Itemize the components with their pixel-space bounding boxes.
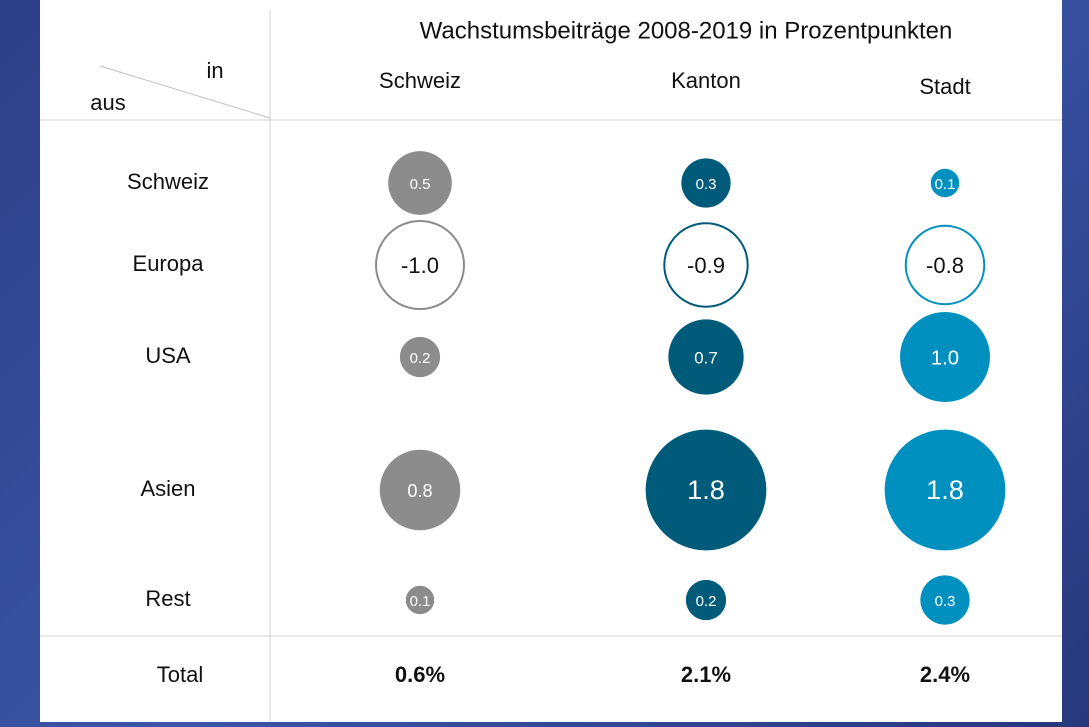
bubble-label: 1.8 bbox=[926, 474, 964, 505]
row-label: Schweiz bbox=[127, 169, 209, 194]
bubble-label: 0.1 bbox=[935, 176, 956, 193]
row-label: Asien bbox=[140, 476, 195, 501]
bubble bbox=[920, 575, 970, 625]
bubble-label: -0.8 bbox=[926, 253, 964, 278]
bubble bbox=[884, 429, 1006, 551]
bubble bbox=[930, 168, 960, 198]
row-label: Europa bbox=[133, 251, 205, 276]
column-label: Kanton bbox=[671, 68, 741, 93]
row-header-label: aus bbox=[90, 90, 125, 115]
total-value: 2.4% bbox=[920, 662, 970, 687]
bubble-label: 1.8 bbox=[687, 474, 725, 505]
bubble bbox=[668, 319, 744, 395]
row-label: USA bbox=[145, 343, 191, 368]
bubble bbox=[375, 220, 465, 310]
column-label: Schweiz bbox=[379, 68, 461, 93]
column-header-label: in bbox=[206, 58, 223, 83]
bubble-label: 0.8 bbox=[407, 481, 432, 501]
bubble bbox=[663, 222, 749, 308]
bubble bbox=[645, 429, 767, 551]
bubble bbox=[388, 151, 452, 215]
bubble bbox=[904, 224, 986, 306]
row-label: Rest bbox=[145, 586, 190, 611]
bubble-label: 0.2 bbox=[410, 350, 431, 367]
bubble bbox=[681, 158, 731, 208]
bubble-label: -0.9 bbox=[687, 253, 725, 278]
bubble-label: 0.7 bbox=[694, 348, 718, 367]
bubble-label: 1.0 bbox=[931, 347, 959, 369]
column-label: Stadt bbox=[919, 74, 970, 99]
bubble-label: 0.3 bbox=[935, 593, 956, 610]
total-value: 0.6% bbox=[395, 662, 445, 687]
total-value: 2.1% bbox=[681, 662, 731, 687]
bubble bbox=[379, 449, 461, 531]
bubble-label: 0.2 bbox=[696, 593, 717, 610]
total-label: Total bbox=[157, 662, 203, 687]
bubble bbox=[405, 585, 435, 615]
chart-title: Wachstumsbeiträge 2008-2019 in Prozentpu… bbox=[420, 17, 953, 44]
bubble-label: 0.1 bbox=[410, 593, 431, 610]
bubble-label: -1.0 bbox=[401, 253, 439, 278]
bubble bbox=[399, 336, 441, 378]
bubble bbox=[900, 312, 990, 402]
bubble-label: 0.5 bbox=[410, 176, 431, 193]
bubble-label: 0.3 bbox=[696, 176, 717, 193]
corner-diagonal bbox=[99, 65, 271, 119]
bubble bbox=[685, 579, 727, 621]
